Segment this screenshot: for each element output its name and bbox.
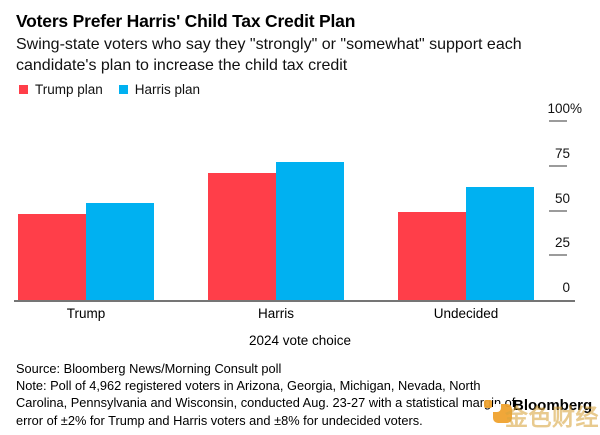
x-axis-labels: Trump Harris Undecided [18,306,534,321]
legend-item-trump-plan: Trump plan [19,82,103,97]
bar-harris-trump-plan [208,172,276,300]
y-tick-mark-100 [549,120,567,122]
y-tick-mark-25 [549,254,567,257]
y-tick-mark-50 [549,209,567,212]
legend-swatch-trump-plan [19,85,28,94]
y-tick-label-50: 50 [554,190,570,206]
chart-title: Voters Prefer Harris' Child Tax Credit P… [16,11,356,31]
y-tick-label-25: 25 [554,235,570,251]
footer: Source: Bloomberg News/Morning Consult p… [16,360,528,429]
logo-small-square [484,400,492,408]
y-tick-label-0: 0 [562,280,570,295]
bar-undecided-harris-plan [466,187,534,300]
bar-harris-harris-plan [276,162,344,300]
x-axis-line [14,300,575,302]
y-tick-mark-75 [549,164,567,167]
source-text: Source: Bloomberg News/Morning Consult p… [16,361,282,376]
bar-undecided-trump-plan [398,212,466,300]
plot-area [18,121,534,300]
bar-group-trump [18,121,154,300]
legend-label: Harris plan [134,82,201,97]
bar-group-harris [208,121,344,300]
x-axis-label-harris: Harris [258,306,294,321]
legend-label: Trump plan [35,82,103,97]
y-axis-unit: % [570,101,583,116]
y-tick-label-100: 100% [547,101,583,116]
note-text: Note: Poll of 4,962 registered voters in… [16,378,516,428]
legend-item-harris-plan: Harris plan [118,82,201,97]
bar-trump-trump-plan [18,214,86,300]
watermark-text: 金色财经 [505,404,599,430]
legend: Trump plan Harris plan [19,82,200,97]
branding: Bloomberg 金色财经 [484,395,600,430]
chart-subtitle: Swing-state voters who say they "strongl… [16,36,522,74]
x-axis-label-undecided: Undecided [433,306,499,321]
jinse-finance-logo-icon [484,398,512,424]
logo-notch [493,404,501,412]
bar-trump-harris-plan [86,203,154,300]
x-axis-label-trump: Trump [66,306,106,321]
x-axis-title: 2024 vote choice [248,333,352,348]
y-tick-label-75: 75 [554,145,570,161]
bar-group-undecided [398,121,534,300]
legend-swatch-harris-plan [118,85,128,94]
bloomberg-logo-text: Bloomberg [513,397,593,414]
